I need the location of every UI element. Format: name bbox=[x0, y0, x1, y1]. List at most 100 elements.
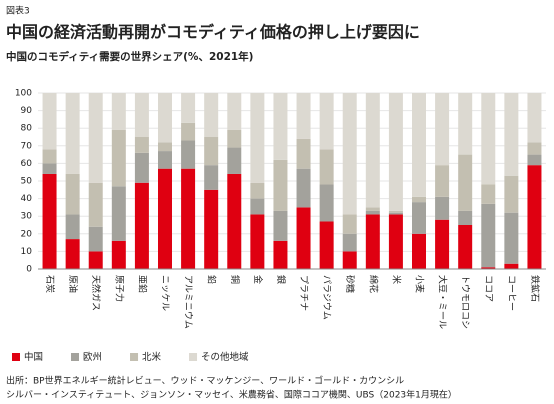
legend-swatch bbox=[12, 353, 20, 361]
bar-segment bbox=[342, 251, 357, 269]
bar-segment bbox=[88, 251, 103, 269]
bar-segment bbox=[204, 93, 219, 137]
y-tick-label: 100 bbox=[15, 89, 32, 99]
bar-segment bbox=[134, 93, 149, 137]
bar-segment bbox=[412, 202, 426, 234]
bar-segment bbox=[527, 154, 542, 166]
x-tick-label: 砂糖 bbox=[344, 275, 356, 293]
y-tick-label: 90 bbox=[21, 106, 33, 116]
bar-segment bbox=[458, 210, 473, 225]
bar-segment bbox=[65, 93, 80, 174]
y-tick-label: 0 bbox=[26, 265, 32, 275]
bar-segment bbox=[458, 225, 473, 269]
bar-segment bbox=[412, 196, 426, 203]
bar-segment bbox=[319, 149, 334, 185]
bar-segment bbox=[134, 152, 149, 183]
bar-segment bbox=[250, 198, 265, 215]
x-tick-label: 金 bbox=[252, 275, 264, 284]
x-tick-label: 天然ガス bbox=[90, 275, 102, 311]
x-tick-label: プラチナ bbox=[298, 275, 309, 311]
source: シルバー・インスティテュート、ジョンソン・マッセイ、米農務省、国際ココア機関、U… bbox=[6, 389, 457, 401]
x-tick-label: 銅 bbox=[229, 275, 241, 284]
bar-segment bbox=[365, 210, 380, 215]
y-tick-label: 60 bbox=[21, 159, 33, 169]
legend-label: 欧州 bbox=[83, 351, 102, 363]
bar-segment bbox=[388, 93, 403, 211]
bar-segment bbox=[134, 182, 149, 269]
x-tick-label: トウモロコシ bbox=[460, 275, 471, 329]
bar-segment bbox=[227, 173, 242, 269]
bar-segment bbox=[458, 154, 473, 211]
bar-segment bbox=[527, 142, 542, 155]
bar-segment bbox=[65, 173, 80, 215]
bar-segment bbox=[111, 93, 126, 130]
x-tick-label: 原子力 bbox=[113, 275, 125, 302]
x-tick-label: パラジウム bbox=[321, 275, 332, 320]
bar-segment bbox=[504, 175, 519, 213]
bar-segment bbox=[342, 214, 357, 234]
bar-segment bbox=[527, 93, 542, 143]
bar-segment bbox=[504, 93, 519, 176]
bar-segment bbox=[435, 196, 450, 220]
bar-segment bbox=[504, 212, 519, 264]
bar-segment bbox=[250, 182, 265, 199]
x-tick-label: 大豆・ミール bbox=[437, 275, 449, 329]
y-tick-label: 10 bbox=[21, 247, 33, 257]
x-tick-label: ニッケル bbox=[160, 275, 171, 311]
bar-segment bbox=[388, 210, 403, 213]
chart-subtitle: 中国のコモディティ需要の世界シェア(%、2021年) bbox=[6, 50, 253, 63]
bar-segment bbox=[481, 184, 496, 204]
legend-label: その他地域 bbox=[201, 351, 249, 363]
bar-segment bbox=[388, 212, 403, 215]
x-tick-label: 銀 bbox=[275, 275, 287, 284]
bar-segment bbox=[158, 168, 172, 269]
bar-segment bbox=[435, 219, 450, 269]
bar-segment bbox=[458, 93, 473, 155]
bar-segment bbox=[42, 163, 57, 174]
bar-segment bbox=[181, 93, 196, 123]
bar-segment bbox=[204, 189, 219, 269]
bar-segment bbox=[111, 129, 126, 187]
bar-segment bbox=[88, 182, 103, 227]
bar-segment bbox=[319, 93, 334, 150]
x-tick-label: 鉛 bbox=[206, 275, 218, 284]
bar-segment bbox=[319, 221, 334, 269]
bar-segment bbox=[388, 214, 403, 269]
bar-segment bbox=[527, 165, 542, 269]
source: 出所：BP世界エネルギー統計レビュー、ウッド・マッケンジー、ワールド・ゴールド・… bbox=[6, 375, 404, 387]
bar-segment bbox=[296, 207, 311, 269]
bar-segment bbox=[181, 168, 196, 269]
bar-segment bbox=[250, 93, 265, 183]
bar-segment bbox=[42, 149, 57, 164]
x-tick-label: コーヒー bbox=[506, 275, 517, 311]
bar-segment bbox=[65, 214, 80, 240]
bar-segment bbox=[435, 165, 450, 197]
y-tick-label: 70 bbox=[21, 141, 33, 151]
bar-segment bbox=[365, 207, 380, 211]
bar-segment bbox=[365, 214, 380, 269]
bar-segment bbox=[412, 93, 426, 197]
x-tick-label: アルミニウム bbox=[183, 275, 194, 329]
bar-segment bbox=[65, 239, 80, 269]
bar-segment bbox=[88, 226, 103, 252]
chart-title: 中国の経済活動再開がコモディティ価格の押し上げ要因に bbox=[6, 23, 420, 42]
bar-segment bbox=[158, 93, 172, 143]
bar-segment bbox=[134, 137, 149, 153]
bar-segment bbox=[365, 93, 380, 208]
x-tick-label: 石炭 bbox=[44, 275, 55, 293]
y-tick-label: 80 bbox=[21, 124, 33, 134]
y-tick-label: 40 bbox=[21, 194, 33, 204]
bar-segment bbox=[296, 168, 311, 208]
bar-segment bbox=[296, 93, 311, 139]
x-tick-label: 綿花 bbox=[367, 275, 379, 293]
bar-segment bbox=[181, 140, 196, 169]
bar-segment bbox=[227, 147, 242, 174]
bar-segment bbox=[342, 233, 357, 252]
bar-segment bbox=[42, 173, 57, 269]
x-tick-label: 小麦 bbox=[414, 275, 426, 293]
legend-swatch bbox=[71, 353, 80, 361]
bar-segment bbox=[42, 93, 57, 150]
figure-label: 図表3 bbox=[6, 5, 30, 17]
bar-segment bbox=[481, 267, 496, 269]
bar-segment bbox=[88, 93, 103, 183]
